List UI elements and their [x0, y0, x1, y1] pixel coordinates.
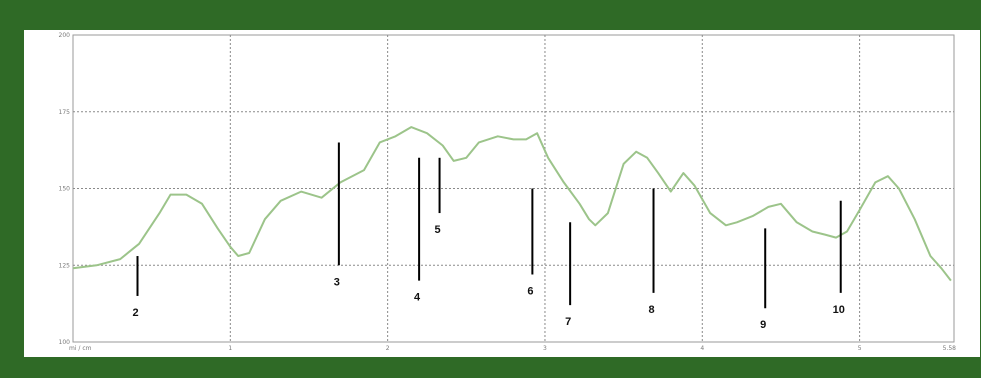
elevation-line: [72, 126, 952, 282]
marker-label-7: 7: [565, 316, 571, 328]
marker-label-10: 10: [833, 304, 845, 316]
marker-label-2: 2: [132, 307, 138, 319]
x-tick-label: 5.58: [943, 345, 957, 352]
marker-label-8: 8: [648, 304, 654, 316]
chart-frame: 200 175 150 125 100 mi / cm 1 2 3 4 5 5.58 2 3 4 5 6 7 8 9 1…: [24, 30, 980, 357]
x-tick-label: 4: [700, 345, 704, 352]
y-tick-label: 100: [59, 339, 71, 346]
y-tick-label: 125: [59, 262, 71, 269]
y-tick-label: 150: [59, 186, 71, 193]
x-tick-label: 2: [386, 345, 390, 352]
x-tick-label: 5: [858, 345, 862, 352]
y-tick-label: 175: [59, 109, 71, 116]
marker-label-5: 5: [434, 224, 440, 236]
marker-label-9: 9: [760, 319, 766, 331]
x-tick-label: 1: [228, 345, 232, 352]
marker-label-4: 4: [414, 292, 421, 304]
marker-label-3: 3: [334, 276, 340, 288]
y-tick-label: 200: [59, 32, 71, 39]
x-tick-label: 3: [543, 345, 547, 352]
marker-label-6: 6: [527, 285, 533, 297]
x-tick-label: mi / cm: [69, 345, 92, 352]
